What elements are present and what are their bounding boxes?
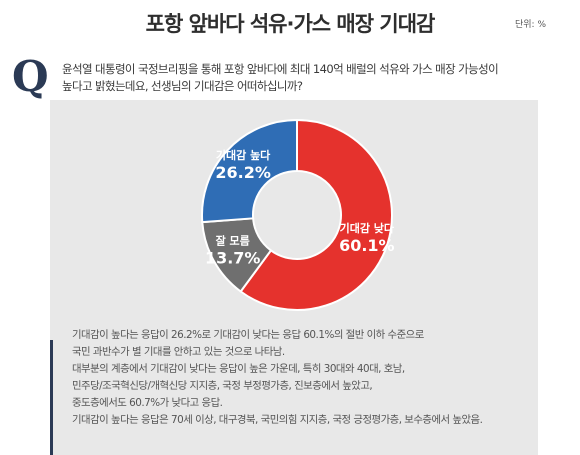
question-mark-icon: Q xyxy=(12,52,49,101)
note-line: 기대감이 높다는 응답이 26.2%로 기대감이 낮다는 응답 60.1%의 절… xyxy=(72,329,424,341)
slice-value-label: 60.1% xyxy=(339,236,395,255)
note-line: 기대감이 높다는 응답은 70세 이상, 대구경북, 국민의힘 지지층, 국정 … xyxy=(72,414,483,426)
slice-2 xyxy=(201,118,298,224)
chart-panel: 기대감 낮다 60.1% 잘 모름 13.7% 기대감 높다 26.2% xyxy=(50,100,538,455)
question-text: 윤석열 대통령이 국정브리핑을 통해 포항 앞바다에 최대 140억 배럴의 석… xyxy=(62,61,532,95)
slice-value-label: 26.2% xyxy=(215,163,271,182)
note-line: 대부분의 계층에서 기대감이 낮다는 응답이 높은 가운데, 특히 30대와 4… xyxy=(72,363,405,375)
question-line-1: 윤석열 대통령이 국정브리핑을 통해 포항 앞바다에 최대 140억 배럴의 석… xyxy=(62,62,499,76)
slice-0 xyxy=(239,118,393,311)
notes-accent-bar xyxy=(50,340,53,455)
slice-label: 기대감 낮다 xyxy=(340,221,395,235)
unit-label: 단위: % xyxy=(514,20,546,30)
summary-notes: 기대감이 높다는 응답이 26.2%로 기대감이 낮다는 응답 60.1%의 절… xyxy=(72,327,532,429)
slice-label: 기대감 높다 xyxy=(216,148,271,162)
note-line: 민주당/조국혁신당/개혁신당 지지층, 국정 부정평가층, 진보층에서 높았고, xyxy=(72,380,373,392)
note-line: 국민 과반수가 별 기대를 안하고 있는 것으로 나타남. xyxy=(72,346,285,358)
question-line-2: 높다고 밝혔는데요, 선생님의 기대감은 어떠하십니까? xyxy=(62,79,303,93)
note-line: 중도층에서도 60.7%가 낮다고 응답. xyxy=(72,397,223,409)
slice-value-label: 13.7% xyxy=(205,249,261,268)
slice-label: 잘 모름 xyxy=(216,235,250,248)
page-title: 포항 앞바다 석유·가스 매장 기대감 xyxy=(145,12,436,36)
